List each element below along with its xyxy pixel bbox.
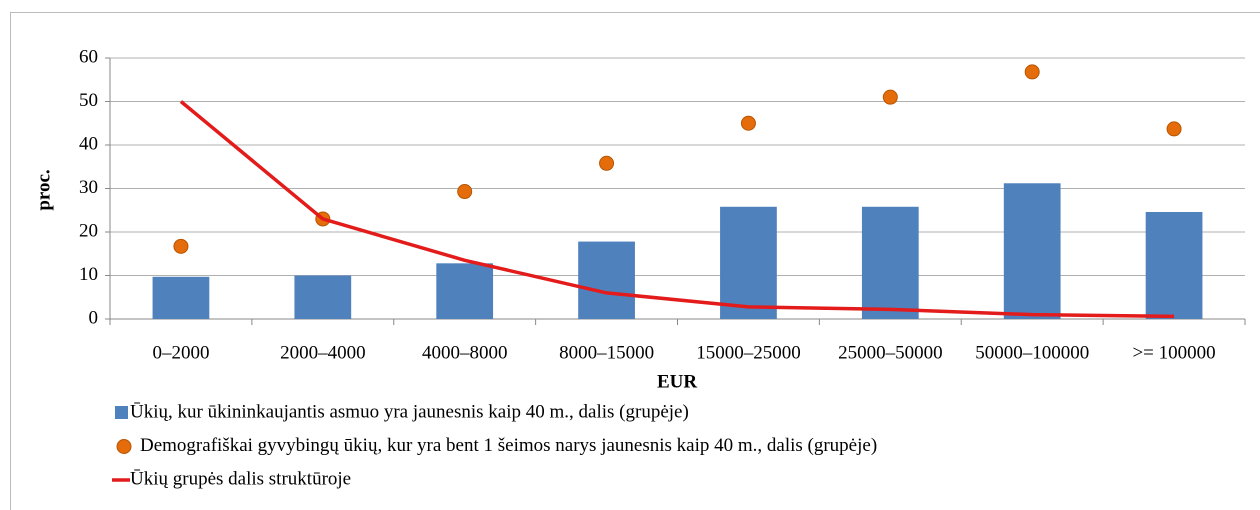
dot xyxy=(1024,64,1040,80)
legend-swatch xyxy=(115,406,128,419)
y-tick-label: 50 xyxy=(79,90,98,111)
bar xyxy=(152,276,210,319)
dot xyxy=(457,184,473,200)
bar xyxy=(436,263,494,319)
x-tick-label: 4000–8000 xyxy=(422,342,508,363)
x-tick-label: 8000–15000 xyxy=(559,342,654,363)
y-tick-label: 40 xyxy=(79,133,98,154)
dot xyxy=(173,238,189,254)
y-tick-label: 20 xyxy=(79,220,98,241)
x-tick-label: >= 100000 xyxy=(1132,342,1215,363)
x-tick-label: 2000–4000 xyxy=(280,342,366,363)
bar xyxy=(294,275,352,319)
dot xyxy=(599,155,615,171)
x-tick-label: 25000–50000 xyxy=(838,342,943,363)
x-tick-label: 50000–100000 xyxy=(975,342,1089,363)
y-tick-label: 0 xyxy=(89,307,99,328)
dot xyxy=(1166,121,1182,137)
y-tick-label: 10 xyxy=(79,264,98,285)
bar xyxy=(1145,211,1203,319)
legend-label: Ūkių grupės dalis struktūroje xyxy=(130,468,351,489)
x-axis-label: EUR xyxy=(657,371,697,392)
x-tick-label: 15000–25000 xyxy=(696,342,801,363)
dot xyxy=(740,115,756,131)
legend-label: Demografiškai gyvybingų ūkių, kur yra be… xyxy=(140,435,877,456)
dot xyxy=(882,89,898,105)
x-tick-label: 0–2000 xyxy=(152,342,209,363)
legend-swatch xyxy=(116,439,132,454)
y-axis-label: proc. xyxy=(33,169,54,210)
bar xyxy=(1003,183,1061,319)
y-tick-label: 60 xyxy=(79,46,98,67)
legend-label: Ūkių, kur ūkininkaujantis asmuo yra jaun… xyxy=(130,401,689,422)
chart-border xyxy=(10,12,1260,510)
bar xyxy=(578,241,635,319)
bar xyxy=(861,206,919,319)
line xyxy=(179,100,1175,319)
bar xyxy=(720,206,777,319)
y-tick-label: 30 xyxy=(79,177,98,198)
